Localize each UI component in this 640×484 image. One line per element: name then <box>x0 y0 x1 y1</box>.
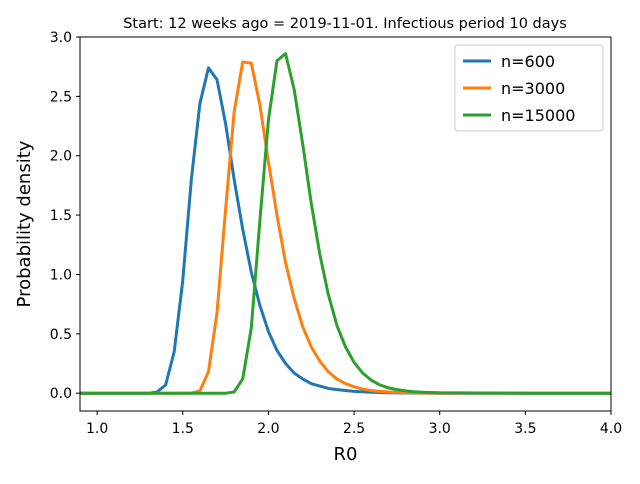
x-axis: 1.0 1.5 2.0 2.5 3.0 3.5 4.0 <box>86 411 622 437</box>
y-axis: 0.0 0.5 1.0 1.5 2.0 2.5 3.0 <box>50 30 80 402</box>
x-tick-label: 3.5 <box>514 421 536 437</box>
x-tick-label: 1.0 <box>86 421 108 437</box>
y-axis-label: Probability density <box>14 140 35 307</box>
y-tick-label: 2.5 <box>50 89 72 105</box>
chart-title: Start: 12 weeks ago = 2019-11-01. Infect… <box>123 16 567 32</box>
x-tick-label: 4.0 <box>600 421 622 437</box>
series-layer <box>80 52 611 395</box>
y-tick-label: 1.0 <box>50 267 72 283</box>
x-tick-label: 1.5 <box>172 421 194 437</box>
plot-frame <box>79 36 612 412</box>
x-axis-label: R0 <box>334 444 358 465</box>
legend-box <box>454 44 604 132</box>
y-tick-label: 3.0 <box>50 30 72 46</box>
legend: n=600 n=3000 n=15000 <box>454 44 604 132</box>
x-tick-label: 2.0 <box>257 421 279 437</box>
legend-label: n=3000 <box>501 79 565 98</box>
series-line-n-15000 <box>80 52 611 395</box>
y-tick-label: 2.0 <box>50 149 72 165</box>
y-tick-label: 0.5 <box>50 327 72 343</box>
legend-label: n=15000 <box>501 106 575 125</box>
x-tick-label: 3.0 <box>429 421 451 437</box>
legend-label: n=600 <box>501 52 555 71</box>
y-tick-label: 1.5 <box>50 208 72 224</box>
x-tick-label: 2.5 <box>343 421 365 437</box>
y-tick-label: 0.0 <box>50 386 72 402</box>
